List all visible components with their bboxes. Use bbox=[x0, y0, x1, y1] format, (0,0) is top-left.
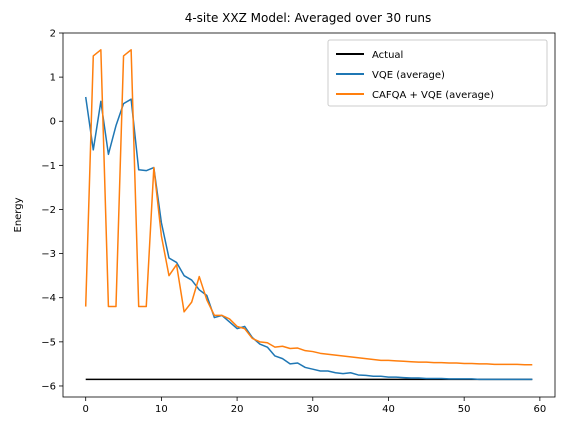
series-line-1 bbox=[84, 96, 533, 381]
legend-label-2: CAFQA + VQE (average) bbox=[372, 90, 494, 101]
y-axis-label: Energy bbox=[13, 197, 24, 232]
x-tick-label: 20 bbox=[231, 404, 244, 415]
x-tick-label: 0 bbox=[83, 404, 89, 415]
x-tick-label: 30 bbox=[306, 404, 319, 415]
y-tick-label: −3 bbox=[41, 249, 56, 260]
ticks-layer: 0 10 20 30 40 50 60 −6 −5 −4 −3 −2 −1 0 1 2 bbox=[41, 29, 546, 416]
plot-frame bbox=[62, 32, 556, 398]
y-tick-label: −6 bbox=[41, 381, 56, 392]
legend-label-0: Actual bbox=[372, 50, 403, 61]
x-tick-label: 50 bbox=[458, 404, 471, 415]
x-tick-label: 60 bbox=[533, 404, 546, 415]
y-tick-label: −5 bbox=[41, 337, 56, 348]
chart-title: 4-site XXZ Model: Averaged over 30 runs bbox=[185, 11, 432, 25]
y-tick-label: −1 bbox=[41, 161, 56, 172]
legend-box bbox=[327, 39, 548, 107]
y-tick-label: −4 bbox=[41, 293, 56, 304]
legend-label-1: VQE (average) bbox=[372, 70, 445, 81]
legend: Actual VQE (average) CAFQA + VQE (average) bbox=[327, 39, 548, 107]
x-tick-label: 40 bbox=[382, 404, 395, 415]
x-tick-label: 10 bbox=[155, 404, 168, 415]
series-line-2 bbox=[84, 49, 533, 366]
y-tick-label: 0 bbox=[50, 117, 56, 128]
y-tick-label: 2 bbox=[50, 29, 56, 40]
y-tick-label: 1 bbox=[50, 73, 56, 84]
series-layer bbox=[84, 49, 533, 381]
y-tick-label: −2 bbox=[41, 205, 56, 216]
